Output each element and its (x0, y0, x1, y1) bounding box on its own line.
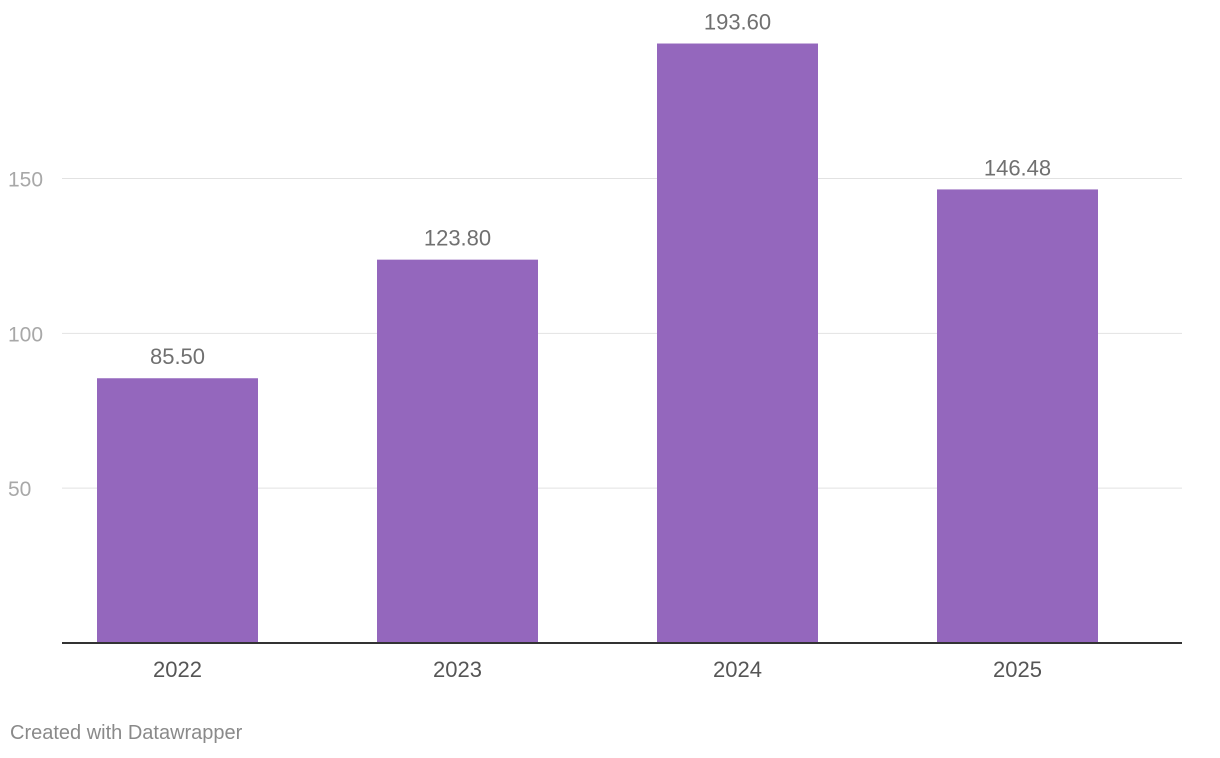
bar-2023 (377, 259, 538, 643)
bar-chart: 50 100 150 85.50 2022 123.80 2023 193.60 2024 146… (8, 10, 1182, 682)
bar-2022 (97, 378, 258, 643)
value-label: 193.60 (704, 10, 771, 35)
value-label: 146.48 (984, 155, 1051, 180)
bar-2025 (937, 189, 1098, 643)
value-label: 85.50 (150, 344, 205, 369)
x-tick-label: 2025 (993, 657, 1042, 682)
y-tick-label: 100 (8, 323, 43, 346)
value-label: 123.80 (424, 226, 491, 251)
y-tick-label: 50 (8, 478, 31, 501)
footer-credit: Created with Datawrapper (10, 722, 243, 744)
x-tick-label: 2024 (713, 657, 762, 682)
bar-2024 (657, 43, 818, 644)
x-tick-label: 2023 (433, 657, 482, 682)
x-tick-label: 2022 (153, 657, 202, 682)
y-tick-label: 150 (8, 169, 43, 192)
